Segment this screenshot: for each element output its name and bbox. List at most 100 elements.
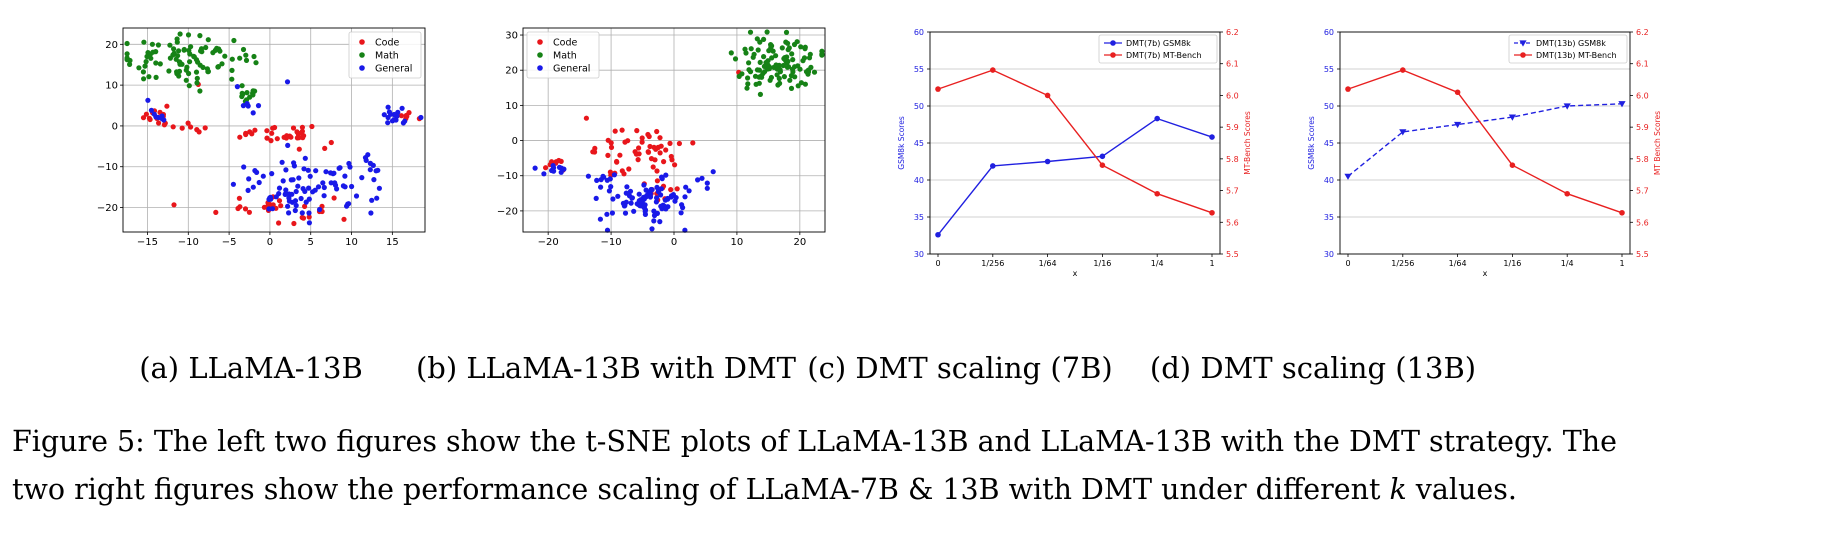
y-tick-label: 10 — [505, 101, 518, 112]
scatter-point — [330, 171, 336, 177]
x-tick-label: 10 — [345, 237, 358, 248]
y2-tick-label: 6.1 — [1226, 60, 1239, 69]
scatter-point — [344, 203, 350, 209]
scatter-point — [369, 197, 375, 203]
y-tick-label: 55 — [1324, 65, 1334, 74]
scatter-point — [276, 220, 282, 226]
scatter-point — [754, 67, 761, 73]
scatter-point — [136, 65, 142, 71]
scatter-point — [385, 104, 391, 110]
scatter-point — [205, 37, 211, 43]
scatter-point — [657, 150, 663, 156]
scatter-point — [250, 184, 256, 190]
scatter-point — [604, 211, 610, 217]
scatter-point — [406, 110, 412, 116]
x-tick-label: 0 — [267, 237, 273, 248]
scatter-point — [185, 120, 191, 126]
legend-marker — [537, 39, 543, 45]
line-marker-circle — [1520, 52, 1526, 58]
scatter-point — [215, 64, 221, 70]
scatter-point — [802, 46, 808, 52]
x-tick-label: 5 — [308, 237, 314, 248]
series-math — [728, 29, 825, 97]
scatter-point — [306, 220, 312, 226]
scatter-point — [543, 165, 549, 171]
legend-marker — [537, 52, 543, 58]
scatter-point — [204, 66, 210, 72]
y-axis-label: GSM8k Scores — [897, 116, 906, 170]
scatter-point — [331, 195, 337, 201]
line-marker-circle — [1099, 153, 1106, 160]
x-axis-label: x — [1073, 269, 1078, 278]
scatter-point — [606, 188, 612, 194]
scatter-point — [646, 133, 652, 140]
scatter-point — [321, 193, 327, 199]
legend-label: Code — [375, 37, 399, 48]
scatter-point — [203, 44, 209, 51]
scatter-point — [155, 42, 161, 48]
line-marker-circle — [1044, 92, 1051, 99]
y2-tick-label: 5.5 — [1226, 250, 1239, 259]
scatter-point — [593, 195, 599, 201]
y2-tick-label: 5.6 — [1636, 218, 1649, 227]
scatter-point — [283, 167, 289, 173]
scatter-point — [250, 92, 256, 98]
grid — [1340, 31, 1630, 255]
x-tick-label: 10 — [731, 237, 744, 248]
scatter-point — [171, 46, 177, 52]
caption-line-2-prefix: two right figures show the performance s… — [12, 473, 1390, 506]
scatter-point — [140, 69, 146, 75]
grid — [930, 31, 1220, 255]
scatter-point — [748, 46, 754, 52]
scatter-point — [166, 68, 172, 74]
scatter-point — [679, 202, 685, 208]
scatter-point — [556, 164, 563, 170]
scatter-point — [764, 59, 770, 65]
scatter-point — [359, 175, 365, 181]
scatter-point — [253, 60, 259, 66]
scatter-point — [594, 177, 600, 183]
scatter-point — [628, 200, 634, 206]
scatter-point — [541, 171, 547, 177]
scatter-point — [642, 208, 648, 214]
scatter-point — [704, 180, 710, 186]
scatter-point — [197, 33, 203, 39]
scatter-point — [153, 60, 159, 66]
legend-label: DMT(13b) GSM8k — [1536, 39, 1606, 48]
scatter-point — [728, 50, 734, 56]
scatter-point — [301, 133, 307, 139]
y2-tick-label: 6.2 — [1226, 28, 1239, 37]
scatter-point — [619, 127, 625, 133]
scatter-point — [235, 205, 241, 212]
scatter-point — [662, 197, 668, 203]
scatter-point — [260, 173, 266, 179]
scatter-point — [269, 171, 275, 177]
x-tick-label: −15 — [137, 237, 158, 248]
scatter-point — [234, 84, 240, 90]
x-tick-label: 1/64 — [1449, 259, 1467, 268]
series-line-group — [1344, 101, 1626, 180]
y-tick-label: 35 — [1324, 213, 1334, 222]
scatter-point — [368, 210, 374, 216]
scatter-point — [661, 159, 667, 165]
scatter-point — [654, 128, 660, 135]
y-tick-label: 0 — [512, 136, 518, 147]
y-axis-label: GSM8k Scores — [1307, 116, 1316, 170]
y-tick-label: 40 — [1324, 176, 1334, 185]
line-marker-circle — [1209, 134, 1215, 140]
scatter-point — [187, 51, 193, 57]
scatter-point — [659, 176, 665, 182]
legend-box — [526, 31, 600, 79]
y2-tick-label: 5.6 — [1226, 218, 1239, 227]
y2-tick-label: 5.9 — [1636, 123, 1649, 132]
scatter-point — [654, 168, 660, 174]
scatter-point — [243, 130, 249, 136]
scatter-point — [750, 54, 756, 60]
line-marker-triangle — [1519, 40, 1527, 47]
series-line — [1347, 69, 1623, 214]
scatter-point — [186, 83, 192, 89]
scatter-point — [655, 145, 661, 151]
scatter-point — [230, 181, 236, 187]
y-tick-label: 45 — [1324, 139, 1334, 148]
